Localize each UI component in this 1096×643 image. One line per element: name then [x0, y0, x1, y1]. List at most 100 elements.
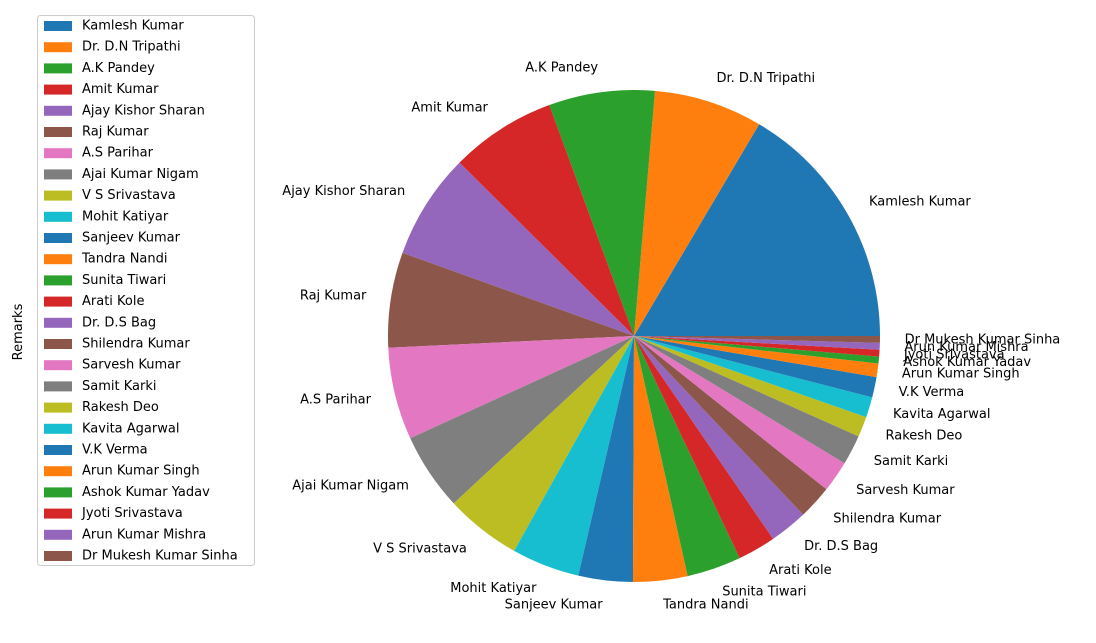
legend-label: A.K Pandey — [82, 61, 155, 76]
legend-swatch — [44, 360, 72, 371]
legend: Kamlesh Kumar Dr. D.N Tripathi A.K Pandey A… — [37, 15, 255, 566]
pie-slice-ajai-kumar-nigam — [410, 336, 634, 504]
pie-slice-sanjeev-kumar — [578, 336, 634, 582]
legend-item-raj-kumar: Raj Kumar — [44, 125, 149, 140]
pie-slice-ajay-kishor-sharan — [402, 162, 634, 336]
legend-label: Kamlesh Kumar — [82, 19, 184, 34]
legend-label: Jyoti Srivastava — [81, 506, 183, 521]
slice-label-a-s-parihar: A.S Parihar — [300, 392, 372, 407]
legend-item-kamlesh-kumar: Kamlesh Kumar — [44, 19, 184, 34]
legend-label: Arun Kumar Mishra — [82, 527, 206, 542]
legend-item-ashok-kumar-yadav: Ashok Kumar Yadav — [44, 485, 210, 500]
slice-label-mohit-katiyar: Mohit Katiyar — [450, 581, 537, 596]
pie-slice-arati-kole — [634, 336, 774, 559]
legend-swatch — [44, 381, 72, 392]
legend-label: Sunita Tiwari — [82, 273, 166, 288]
pie-slice-arun-kumar-singh — [634, 336, 879, 378]
legend-swatch — [44, 105, 72, 116]
slice-label-ashok-kumar-yadav: Ashok Kumar Yadav — [903, 355, 1031, 370]
slice-label-jyoti-srivastava: Jyoti Srivastava — [903, 347, 1005, 362]
pie-slice-a-s-parihar — [388, 336, 634, 439]
legend-item-dr-d-s-bag: Dr. D.S Bag — [44, 315, 156, 330]
slice-label-sarvesh-kumar: Sarvesh Kumar — [856, 483, 955, 498]
pie-slice-dr-mukesh-kumar-sinha — [634, 336, 880, 343]
pie-slice-a-k-pandey — [549, 90, 655, 336]
legend-label: Amit Kumar — [82, 82, 159, 97]
pie-slice-sunita-tiwari — [634, 336, 740, 577]
legend-label: Dr. D.S Bag — [82, 315, 156, 330]
legend-item-kavita-agarwal: Kavita Agarwal — [44, 421, 179, 436]
pie-slice-tandra-nandi — [632, 336, 688, 583]
legend-swatch — [44, 317, 72, 328]
legend-label: Arati Kole — [82, 294, 145, 309]
legend-swatch — [44, 233, 72, 243]
slice-label-arati-kole: Arati Kole — [769, 563, 832, 578]
slice-label-v-k-verma: V.K Verma — [899, 385, 965, 400]
slice-label-kamlesh-kumar: Kamlesh Kumar — [869, 194, 971, 209]
legend-swatch — [44, 254, 72, 265]
pie-slice-mohit-katiyar — [514, 336, 634, 576]
pie-slice-dr-d-n-tripathi — [634, 90, 760, 337]
pie-slices — [388, 90, 880, 583]
slice-label-sanjeev-kumar: Sanjeev Kumar — [505, 597, 604, 612]
pie-slice-kamlesh-kumar — [634, 124, 880, 336]
legend-label: Dr Mukesh Kumar Sinha — [82, 549, 238, 564]
legend-item-tandra-nandi: Tandra Nandi — [44, 252, 167, 267]
legend-swatch — [44, 466, 72, 477]
pie-slice-arun-kumar-mishra — [634, 336, 880, 350]
legend-swatch — [44, 84, 72, 95]
slice-label-raj-kumar: Raj Kumar — [300, 289, 367, 304]
legend-label: V S Srivastava — [82, 188, 176, 203]
legend-label: Kavita Agarwal — [82, 421, 179, 436]
slice-label-a-k-pandey: A.K Pandey — [525, 60, 598, 75]
legend-swatch — [44, 529, 72, 540]
slice-label-kavita-agarwal: Kavita Agarwal — [893, 407, 990, 422]
legend-label: Tandra Nandi — [81, 252, 167, 267]
legend-item-shilendra-kumar: Shilendra Kumar — [44, 337, 190, 352]
legend-swatch — [44, 42, 72, 53]
slice-label-arun-kumar-singh: Arun Kumar Singh — [902, 366, 1020, 381]
legend-item-mohit-katiyar: Mohit Katiyar — [44, 209, 169, 224]
legend-item-arun-kumar-singh: Arun Kumar Singh — [44, 464, 200, 479]
legend-label: A.S Parihar — [82, 146, 154, 161]
legend-item-rakesh-deo: Rakesh Deo — [44, 400, 159, 415]
slice-label-ajai-kumar-nigam: Ajai Kumar Nigam — [292, 479, 409, 494]
pie-slice-raj-kumar — [388, 252, 634, 348]
legend-label: Sarvesh Kumar — [82, 358, 181, 373]
legend-item-ajai-kumar-nigam: Ajai Kumar Nigam — [44, 167, 199, 182]
slice-label-tandra-nandi: Tandra Nandi — [662, 598, 748, 613]
slice-label-sunita-tiwari: Sunita Tiwari — [722, 584, 806, 599]
legend-label: Sanjeev Kumar — [82, 231, 181, 246]
legend-label: Mohit Katiyar — [82, 209, 169, 224]
legend-item-v-s-srivastava: V S Srivastava — [44, 188, 176, 203]
pie-slice-v-k-verma — [634, 336, 877, 398]
pie-slice-sarvesh-kumar — [634, 336, 845, 490]
pie-slice-ashok-kumar-yadav — [634, 336, 880, 364]
legend-swatch — [44, 190, 72, 201]
slice-label-dr-d-s-bag: Dr. D.S Bag — [804, 539, 878, 554]
pie-slice-dr-d-s-bag — [634, 336, 804, 539]
legend-label: Ajai Kumar Nigam — [82, 167, 199, 182]
legend-swatch — [44, 508, 72, 519]
pie-slice-v-s-srivastava — [453, 336, 634, 551]
legend-item-ajay-kishor-sharan: Ajay Kishor Sharan — [44, 103, 205, 118]
slice-label-v-s-srivastava: V S Srivastava — [373, 541, 467, 556]
slice-label-rakesh-deo: Rakesh Deo — [886, 429, 963, 444]
pie-slice-labels: Kamlesh Kumar Dr. D.N Tripathi A.K Pandey A… — [282, 60, 1060, 612]
legend-item-arati-kole: Arati Kole — [44, 294, 145, 309]
legend-frame — [37, 15, 255, 566]
legend-label: Dr. D.N Tripathi — [82, 40, 181, 55]
slice-label-arun-kumar-mishra: Arun Kumar Mishra — [904, 340, 1028, 355]
slice-label-dr-mukesh-kumar-sinha: Dr Mukesh Kumar Sinha — [905, 332, 1061, 347]
pie-slice-jyoti-srivastava — [634, 336, 880, 357]
legend-item-arun-kumar-mishra: Arun Kumar Mishra — [44, 527, 206, 542]
legend-swatch — [44, 339, 72, 349]
legend-label: Raj Kumar — [82, 125, 149, 140]
pie-slice-shilendra-kumar — [634, 336, 827, 515]
legend-swatch — [44, 551, 72, 561]
legend-swatch — [44, 21, 72, 31]
legend-swatch — [44, 169, 72, 180]
slice-label-samit-karki: Samit Karki — [874, 454, 948, 469]
legend-swatch — [44, 211, 72, 222]
legend-item-v-k-verma: V.K Verma — [44, 443, 148, 458]
